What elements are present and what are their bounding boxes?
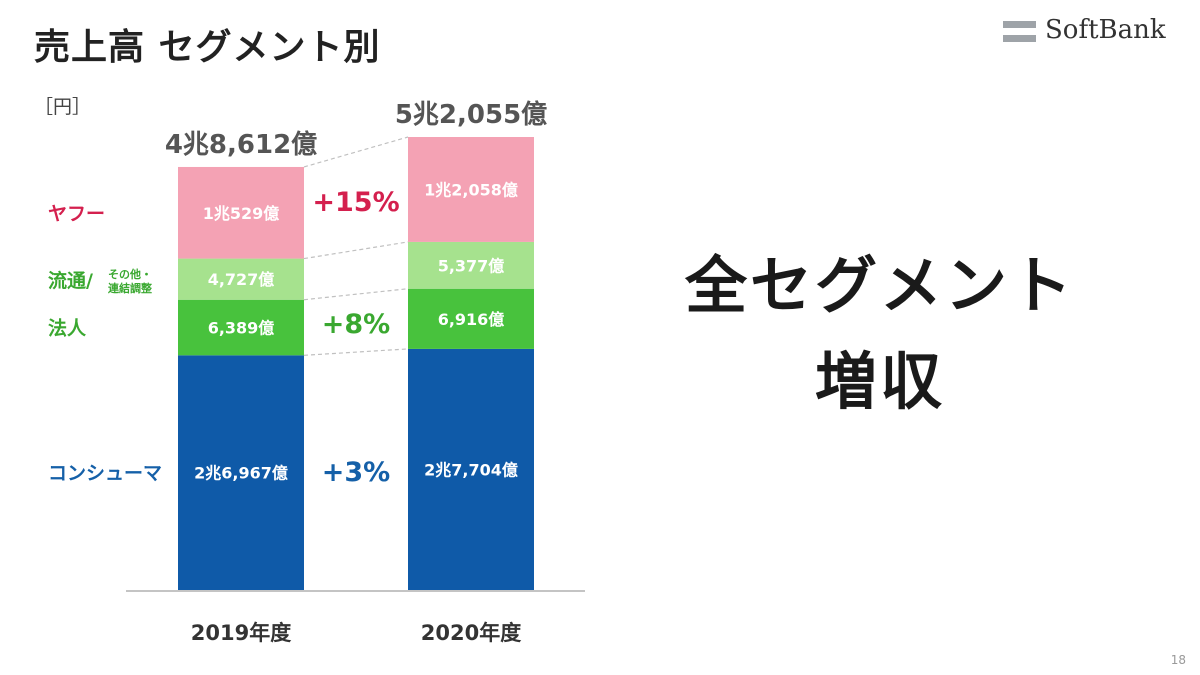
legend-sub-label: その他・ xyxy=(108,267,152,281)
page-title: 売上高 セグメント別 xyxy=(34,27,381,68)
page-number: 18 xyxy=(1170,653,1186,667)
growth-label: +15% xyxy=(312,187,399,218)
headline: 全セグメント 増収 xyxy=(640,238,1120,430)
bar-segment xyxy=(408,288,534,349)
bar-segment xyxy=(178,355,304,590)
bar-segment xyxy=(408,348,534,590)
bar-value-label: 2兆7,704億 xyxy=(424,460,518,479)
bar-segment xyxy=(408,241,534,289)
bar-total-label: 5兆2,055億 xyxy=(395,100,547,130)
bar-segment xyxy=(408,137,534,242)
bar-value-label: 6,916億 xyxy=(438,310,505,329)
connector-line xyxy=(303,348,409,356)
bar-segment xyxy=(178,258,304,300)
legend-label: コンシューマ xyxy=(48,463,162,485)
headline-line2: 増収 xyxy=(814,345,945,418)
bar-value-label: 1兆529億 xyxy=(203,204,280,223)
bar-value-label: 6,389億 xyxy=(208,319,275,338)
connector-line xyxy=(303,288,409,301)
x-tick-label: 2020年度 xyxy=(421,621,521,645)
bar-total-label: 4兆8,612億 xyxy=(165,130,317,160)
headline-line1: 全セグメント xyxy=(684,249,1075,322)
logo-bars-icon xyxy=(1003,21,1036,43)
logo-text: SoftBank xyxy=(1045,15,1166,45)
bar-value-label: 4,727億 xyxy=(208,270,275,289)
connector-line xyxy=(303,136,409,168)
x-tick-label: 2019年度 xyxy=(191,621,291,645)
bar-value-label: 5,377億 xyxy=(438,256,505,275)
growth-label: +8% xyxy=(322,309,390,340)
legend-label: ヤフー xyxy=(48,203,105,225)
bar-value-label: 1兆2,058億 xyxy=(424,180,518,199)
legend-label: 法人 xyxy=(48,317,87,340)
softbank-logo: SoftBank xyxy=(1003,15,1178,50)
bar-segment xyxy=(178,299,304,356)
bar-segment xyxy=(178,166,304,259)
bar-value-label: 2兆6,967億 xyxy=(194,464,288,483)
legend-sub-label: 連結調整 xyxy=(108,281,152,295)
growth-label: +3% xyxy=(322,457,390,488)
connector-line xyxy=(303,241,409,260)
legend-label: 流通/ xyxy=(48,269,93,292)
unit-label: ［円］ xyxy=(34,96,91,118)
